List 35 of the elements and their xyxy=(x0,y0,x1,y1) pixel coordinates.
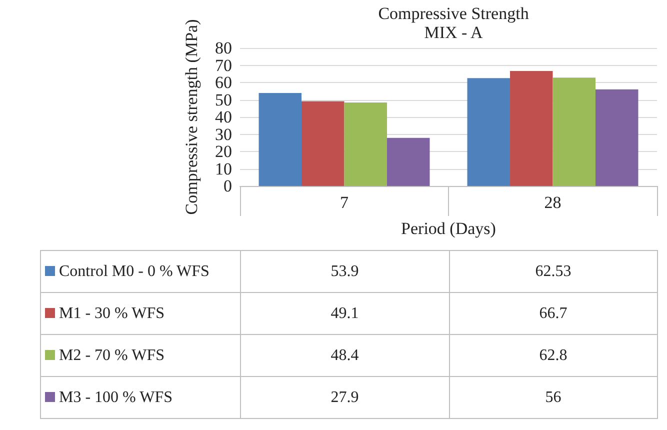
data-label: 48.4 xyxy=(240,334,449,376)
chart-title: Compressive Strength xyxy=(378,4,530,23)
data-label: 27.9 xyxy=(240,376,449,418)
data-label: 56 xyxy=(449,376,658,418)
bar xyxy=(386,138,430,186)
y-tick-label: 0 xyxy=(224,176,232,196)
y-tick-label: 50 xyxy=(215,90,232,110)
bar xyxy=(552,78,596,186)
bar xyxy=(302,101,344,186)
y-tick-label: 70 xyxy=(215,56,232,75)
legend-label: M2 - 70 % WFS xyxy=(40,334,240,376)
data-label: 62.8 xyxy=(449,334,658,376)
bar xyxy=(344,102,387,186)
y-tick-label: 30 xyxy=(215,124,232,144)
x-tick-label: 7 xyxy=(340,193,349,212)
legend-label: M1 - 30 % WFS xyxy=(40,292,240,334)
y-tick-label: 20 xyxy=(215,142,232,161)
bar xyxy=(510,70,553,186)
x-tick-label: 28 xyxy=(544,193,562,212)
y-axis-title: Compressive strength (MPa) xyxy=(182,19,201,215)
y-tick-label: 60 xyxy=(215,73,232,92)
y-tick-label: 10 xyxy=(215,159,232,178)
bar xyxy=(258,93,302,186)
bar xyxy=(595,89,638,186)
y-tick-label: 80 xyxy=(215,38,232,58)
data-label: 53.9 xyxy=(240,250,449,292)
legend-label: Control M0 - 0 % WFS xyxy=(40,250,240,292)
data-label: 49.1 xyxy=(240,292,449,334)
bar xyxy=(467,78,510,186)
legend-label: M3 - 100 % WFS xyxy=(40,376,240,418)
chart-subtitle: MIX - A xyxy=(424,23,484,42)
data-label: 66.7 xyxy=(449,292,658,334)
data-label: 62.53 xyxy=(449,250,658,292)
y-tick-label: 40 xyxy=(215,108,232,126)
x-axis-title: Period (Days) xyxy=(401,219,496,238)
